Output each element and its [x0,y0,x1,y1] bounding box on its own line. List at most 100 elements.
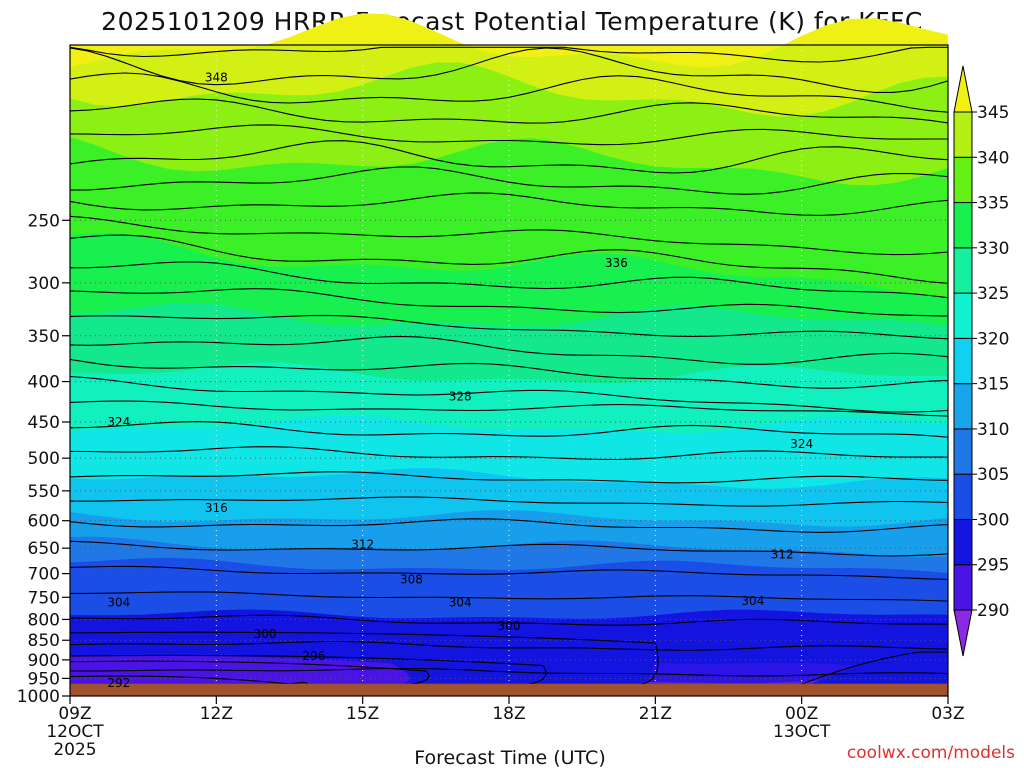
y-tick-label: 500 [28,449,60,469]
y-tick-label: 250 [28,211,60,231]
isentrope-line [69,400,949,417]
x-tick-label: 12OCT [46,722,104,742]
colorbar-swatch [953,156,973,204]
x-tick-label: 03Z [931,704,964,724]
cold-contour-evening [801,651,948,685]
isentrope-line [69,540,949,557]
y-tick-label: 950 [28,669,60,689]
x-tick-label: 00Z [785,704,818,724]
x-tick-label: 09Z [58,704,91,724]
x-tick-label: 18Z [492,704,525,724]
y-tick-label: 350 [28,327,60,347]
colorbar-swatch [953,247,973,294]
contour-label: 292 [107,676,130,690]
contour-label: 312 [351,537,374,551]
colorbar-swatch [953,428,973,475]
isentrope-line [69,72,949,113]
cold-contour [69,675,308,687]
x-tick-label: 21Z [639,704,672,724]
colorbar-extend-low [953,609,973,657]
isentrope-line [69,192,949,216]
y-axis: 2503003504004505005506006507007508008509… [17,211,70,707]
isentrope-line [69,215,949,256]
isentrope-line [69,288,949,317]
isentrope-line [69,421,949,438]
isentrope-line [69,358,949,389]
colorbar-label: 330 [977,239,1009,259]
colorbar-extend-high [953,65,973,113]
isentrope-line [69,46,948,63]
isentrope-line [69,166,949,195]
contour-label: 328 [449,390,472,404]
colorbar-label: 345 [977,103,1009,123]
isentrope-line [69,124,948,146]
isentrope-line [69,335,949,365]
isentrope-line [69,375,949,413]
contour-label: 304 [741,594,764,608]
isentrope-line [69,496,949,507]
contour-label: 348 [205,71,228,85]
isentrope-line [69,640,949,651]
isentrope-line [69,565,949,580]
y-tick-label: 750 [28,588,60,608]
y-tick-label: 800 [28,610,60,630]
contour-label: 312 [771,547,794,561]
y-tick-label: 400 [28,373,60,393]
x-tick-label: 2025 [53,740,96,760]
terrain-below-surface [70,683,948,696]
colorbar-label: 315 [977,375,1009,395]
contour-label: 308 [400,572,423,586]
contour-label: 324 [790,437,813,451]
isentrope-line [69,314,949,340]
chart-title: 2025101209 HRRR Forecast Potential Tempe… [101,7,923,36]
colorbar-label: 295 [977,556,1009,576]
colorbar-swatch [953,202,973,249]
colorbar-label: 290 [977,601,1009,621]
cold-contour [69,654,547,685]
isentrope-line [69,47,949,93]
x-axis-label: Forecast Time (UTC) [414,747,605,768]
colorbar-swatch [953,383,973,430]
contour-label: 300 [254,627,277,641]
isentrope-line [70,591,949,602]
colorbar-swatch [953,518,973,566]
contour-label: 300 [498,619,521,633]
colorbar-label: 335 [977,194,1009,214]
colorbar-label: 325 [977,284,1009,304]
contour-label: 316 [205,501,228,515]
x-tick-label: 15Z [346,704,379,724]
isentrope-line [69,446,948,461]
x-tick-label: 12Z [200,704,233,724]
colorbar: 290 295 300 305 310 315 320 325 330 335 340 345 [953,65,1009,657]
cold-contour [69,631,659,685]
isentrope-line [69,518,949,533]
colorbar-swatch [953,337,973,385]
y-tick-label: 650 [28,539,60,559]
colorbar-swatch [953,564,973,611]
contour-label: 296 [302,649,325,663]
colorbar-swatch [953,292,973,339]
y-tick-label: 600 [28,512,60,532]
cold-contour [69,660,430,685]
contour-label: 304 [449,596,472,610]
contour-labels: 348 336 328 324 324 316 312 312 308 304 304 304 300 3… [107,71,813,690]
y-tick-label: 700 [28,565,60,585]
y-tick-label: 550 [28,482,60,502]
isentropes [69,46,949,687]
colorbar-swatch [953,473,973,520]
isentrope-line [69,140,949,174]
y-tick-label: 850 [28,631,60,651]
colorbar-label: 305 [977,465,1009,485]
isentrope-line [69,614,949,626]
isentrope-line [69,98,949,124]
fill-cold-pocket-evening [811,652,948,684]
contour-label: 336 [605,256,628,270]
isentrope-line [69,471,949,484]
isentrope-line [69,667,949,677]
colorbar-swatch [953,111,973,158]
credit-text: coolwx.com/models [847,743,1015,763]
contour-label: 324 [107,415,130,429]
y-tick-label: 1000 [17,687,60,707]
